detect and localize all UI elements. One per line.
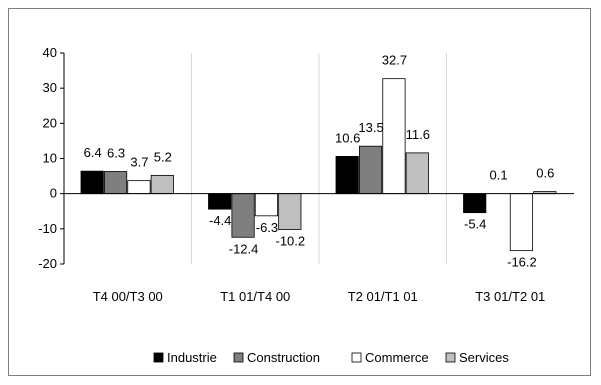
data-label: -16.2 [507, 255, 537, 270]
legend-swatch-services [446, 353, 455, 362]
y-tick-label: 0 [50, 186, 57, 201]
y-tick-label: 40 [43, 45, 57, 60]
data-label: -5.4 [464, 217, 486, 232]
bar-commerce [510, 194, 532, 251]
data-label: 32.7 [382, 53, 407, 68]
bar-services [406, 153, 428, 194]
bar-construction [104, 172, 126, 194]
y-axis-ticks: 40 30 20 10 0 -10 -20 [38, 45, 64, 271]
x-axis-categories: T4 00/T3 00 T1 01/T4 00 T2 01/T1 01 T3 01/T… [93, 289, 546, 304]
bar-commerce [255, 194, 277, 216]
bar-industrie [336, 156, 358, 193]
y-tick-label: 20 [43, 115, 57, 130]
data-label: 10.6 [335, 130, 360, 145]
y-tick-label: 10 [43, 151, 57, 166]
bar-construction [232, 194, 254, 238]
bar-industrie [464, 194, 486, 213]
legend-swatch-commerce [352, 353, 361, 362]
y-tick-label: -20 [38, 256, 57, 271]
legend-swatch-industrie [154, 353, 163, 362]
x-category-label: T3 01/T2 01 [475, 289, 545, 304]
bar-construction [359, 146, 381, 193]
bar-services [151, 175, 173, 193]
data-label: 11.6 [406, 127, 430, 142]
bar-industrie [81, 171, 103, 194]
legend-label-services: Services [459, 350, 509, 365]
legend: Industrie Construction Commerce Services [154, 350, 509, 365]
chart-frame: 40 30 20 10 0 -10 -20 T4 00/T3 00 T1 01/T4 00 T2… [8, 8, 591, 376]
data-label: 6.4 [84, 145, 102, 160]
x-category-label: T2 01/T1 01 [348, 289, 418, 304]
data-label: -4.4 [209, 213, 231, 228]
bar-services [279, 194, 301, 230]
data-label: -10.2 [275, 234, 305, 249]
x-category-label: T4 00/T3 00 [93, 289, 163, 304]
bar-chart: 40 30 20 10 0 -10 -20 T4 00/T3 00 T1 01/T4 00 T2… [9, 9, 592, 377]
data-label: 13.5 [358, 120, 383, 135]
legend-label-industrie: Industrie [167, 350, 217, 365]
data-label: 0.6 [536, 166, 554, 181]
x-category-label: T1 01/T4 00 [220, 289, 290, 304]
data-label: 3.7 [130, 155, 148, 170]
legend-label-construction: Construction [247, 350, 320, 365]
bar-commerce [383, 79, 405, 194]
data-label: 6.3 [107, 146, 125, 161]
bar-industrie [209, 194, 231, 209]
data-label: 5.2 [154, 149, 172, 164]
y-tick-label: -10 [38, 221, 57, 236]
y-tick-label: 30 [43, 80, 57, 95]
legend-swatch-construction [234, 353, 243, 362]
data-label: 0.1 [490, 167, 508, 182]
data-label: -12.4 [229, 241, 259, 256]
bar-commerce [128, 181, 150, 194]
legend-label-commerce: Commerce [365, 350, 429, 365]
